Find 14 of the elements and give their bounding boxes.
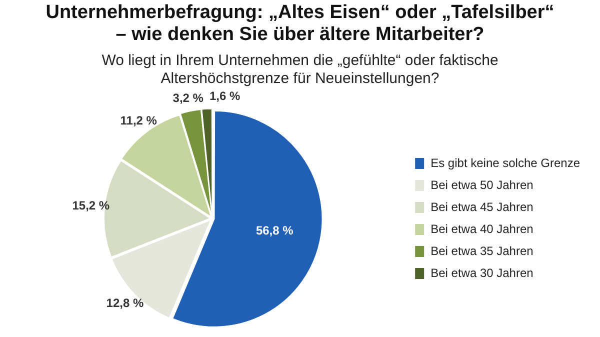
data-label: 3,2 % [172, 91, 204, 106]
data-label: 15,2 % [72, 198, 110, 213]
legend-label: Bei etwa 40 Jahren [430, 222, 534, 236]
legend-label: Bei etwa 35 Jahren [430, 244, 534, 258]
legend-label: Bei etwa 30 Jahren [430, 266, 534, 280]
data-label: 1,6 % [209, 88, 240, 103]
data-label: 56,8 % [256, 223, 294, 238]
legend-label: Bei etwa 50 Jahren [430, 178, 534, 192]
data-label: 11,2 % [120, 114, 158, 128]
legend-label: Es gibt keine solche Grenze [430, 156, 580, 170]
legend-label: Bei etwa 45 Jahren [430, 200, 534, 214]
chart-subtitle: Wo liegt in Ihrem Unternehmen die „gefühlte“ oder faktische Altershöchstgrenze für Neueinstellungen? [100, 52, 500, 88]
data-label: 12,8 % [106, 296, 144, 310]
chart-title: Unternehmerbefragung: „Altes Eisen“ oder „Tafelsilber“ – wie denken Sie über ältere Mitarbeiter? [44, 2, 556, 46]
